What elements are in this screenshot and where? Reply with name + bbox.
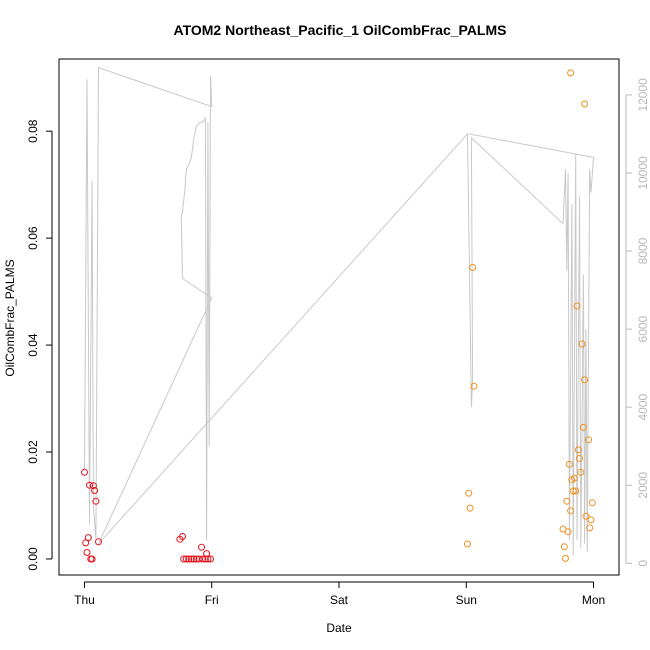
data-point-s2-3 <box>466 504 474 512</box>
data-point-s1-15 <box>182 555 190 563</box>
data-point-s2-11 <box>565 460 573 468</box>
data-point-s2-12 <box>567 507 575 515</box>
y-axis-label: OilCombFrac_PALMS <box>3 259 17 376</box>
data-point-s1-4 <box>84 534 92 542</box>
secondary-series-line <box>84 66 595 556</box>
data-point-s2-25 <box>585 436 592 444</box>
data-point-s1-7 <box>88 555 96 563</box>
data-point-s1-10 <box>92 497 100 505</box>
data-point-s2-14 <box>569 487 577 495</box>
y-axis-right: 0 2000 4000 6000 8000 10000 12000 <box>625 78 650 567</box>
x-tick-label-mon: Mon <box>582 593 605 607</box>
y-tick-label-0: 0.00 <box>26 547 40 571</box>
data-point-s2-9 <box>563 497 571 505</box>
y-tick-label-1: 0.02 <box>26 440 40 464</box>
y2-tick-label-0: 0 <box>636 560 650 567</box>
x-tick-label-sun: Sun <box>456 593 477 607</box>
data-point-s2-7 <box>560 543 568 551</box>
data-point-s1-17 <box>187 555 195 563</box>
y2-tick-label-3: 6000 <box>636 315 650 342</box>
data-point-s1-22 <box>199 555 207 563</box>
chart-titles: ATOM2 Northeast_Pacific_1 OilCombFrac_PA… <box>3 22 506 635</box>
data-point-s2-21 <box>578 340 586 348</box>
y-tick-label-2: 0.04 <box>26 333 40 357</box>
data-point-s2-8 <box>562 554 569 562</box>
data-point-s1-13 <box>179 533 186 540</box>
data-point-s1-14 <box>180 555 188 563</box>
data-point-s2-30 <box>581 100 589 108</box>
data-point-s2-4 <box>469 264 477 271</box>
secondary-line-layer <box>84 66 595 556</box>
x-axis-label: Date <box>326 621 352 635</box>
y2-tick-label-4: 8000 <box>636 237 650 264</box>
data-point-s2-2 <box>465 489 473 497</box>
data-point-s2-15 <box>571 474 578 482</box>
data-point-s2-22 <box>579 423 587 431</box>
data-point-s2-5 <box>470 382 478 390</box>
x-tick-label-sat: Sat <box>330 593 349 607</box>
data-point-s2-29 <box>567 69 575 77</box>
chart-title: ATOM2 Northeast_Pacific_1 OilCombFrac_PA… <box>174 22 507 38</box>
data-point-s1-21 <box>198 543 205 551</box>
y-tick-label-4: 0.08 <box>26 119 40 143</box>
data-point-s1-8 <box>89 482 97 490</box>
points-layer <box>81 69 596 563</box>
data-point-s2-17 <box>573 302 581 310</box>
y-tick-label-3: 0.06 <box>26 226 40 250</box>
data-point-s2-27 <box>587 516 595 524</box>
data-point-s1-11 <box>95 538 102 546</box>
y2-tick-label-2: 4000 <box>636 393 650 420</box>
x-tick-label-fri: Fri <box>205 593 219 607</box>
data-point-s2-18 <box>574 446 582 454</box>
data-point-s1-3 <box>83 549 91 556</box>
plot-area-frame <box>58 58 620 576</box>
data-point-s2-16 <box>572 487 580 495</box>
y2-tick-label-5: 10000 <box>636 156 650 190</box>
x-axis: Thu Fri Sat Sun Mon <box>74 581 605 607</box>
data-point-s2-24 <box>582 512 590 520</box>
data-point-s2-1 <box>464 540 471 548</box>
y2-tick-label-1: 2000 <box>636 472 650 499</box>
y-axis-left: 0.00 0.02 0.04 0.06 0.08 <box>26 119 53 571</box>
data-point-s2-10 <box>564 528 572 536</box>
data-point-s2-20 <box>577 468 585 476</box>
data-point-s2-28 <box>588 499 596 507</box>
data-point-s1-1 <box>81 468 88 476</box>
data-point-s1-16 <box>185 555 193 563</box>
data-point-s2-19 <box>576 454 583 462</box>
data-point-s1-26 <box>207 555 214 563</box>
data-point-s2-23 <box>581 376 589 384</box>
data-point-s1-18 <box>190 555 198 563</box>
y2-tick-label-6: 12000 <box>636 78 650 112</box>
x-tick-label-thu: Thu <box>74 593 95 607</box>
data-point-s1-9 <box>91 487 99 494</box>
data-point-s2-26 <box>586 524 594 532</box>
data-point-s1-5 <box>86 481 93 489</box>
data-point-s1-25 <box>204 555 212 563</box>
